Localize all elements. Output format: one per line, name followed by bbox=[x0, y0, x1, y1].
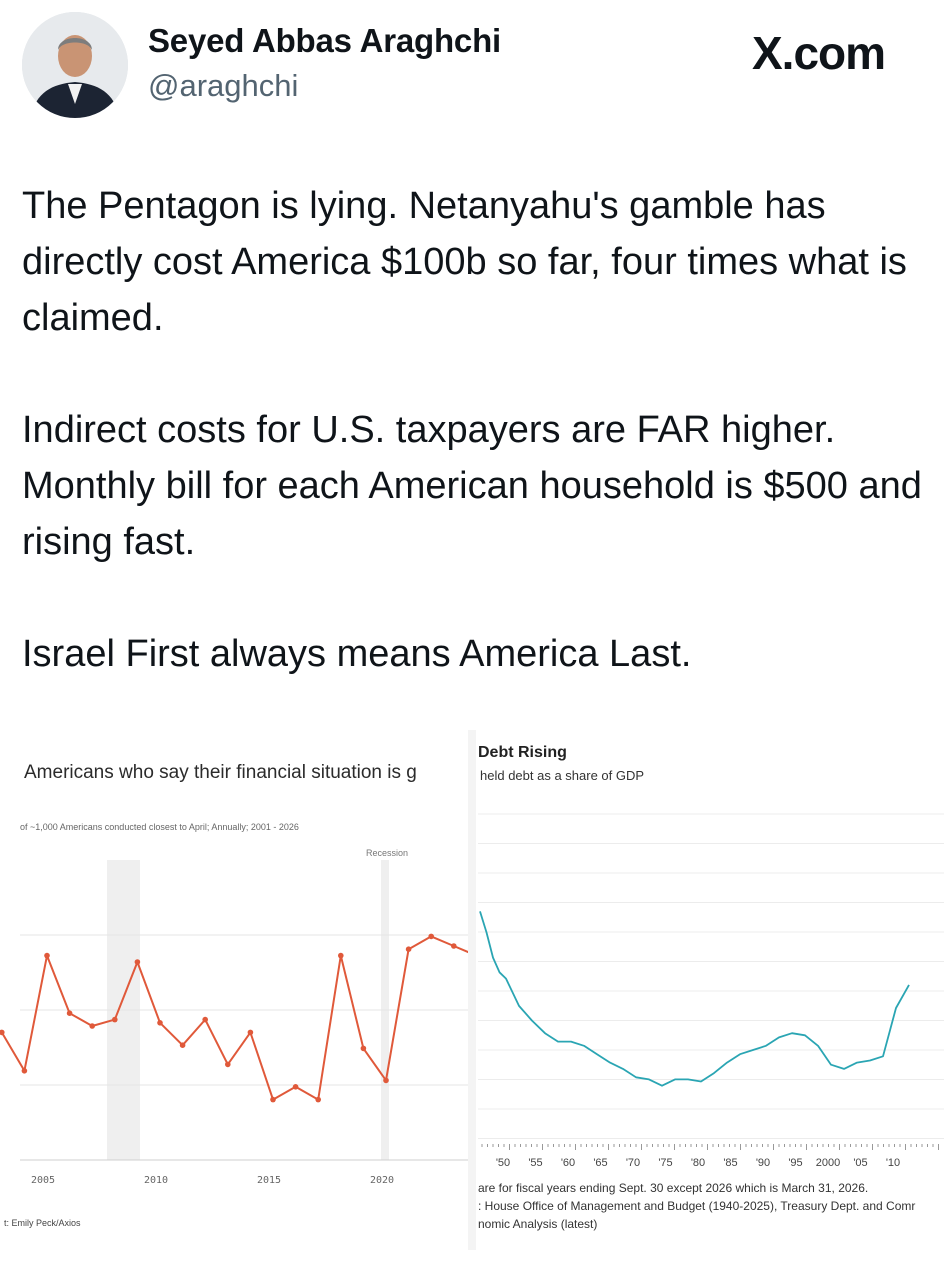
x-tick-label: '55 bbox=[528, 1157, 542, 1169]
x-logo: X.com bbox=[752, 27, 886, 79]
chart-divider bbox=[468, 730, 476, 1250]
tweet-text: The Pentagon is lying. Netanyahu's gambl… bbox=[22, 178, 927, 682]
x-tick-label: 2015 bbox=[257, 1175, 281, 1186]
chart-subtitle: of ~1,000 Americans conducted closest to… bbox=[20, 822, 299, 832]
display-name[interactable]: Seyed Abbas Araghchi bbox=[148, 22, 501, 59]
x-tick-label: '60 bbox=[561, 1157, 575, 1169]
data-point bbox=[202, 1016, 208, 1023]
x-tick-label: '75 bbox=[658, 1157, 672, 1169]
debt-rising-plot: '50 '55 '60 '65 '70 '75 '80 '85 '90 '95 2000 '05 '10 bbox=[478, 813, 944, 1169]
data-point bbox=[405, 946, 412, 952]
chart-source: t: Emily Peck/Axios bbox=[4, 1218, 81, 1228]
data-point bbox=[89, 1023, 95, 1029]
x-tick-label: '70 bbox=[626, 1157, 640, 1169]
data-point bbox=[66, 1010, 73, 1016]
financial-situation-plot: Recession 2005 2010 2015 2020 bbox=[0, 848, 470, 1186]
x-tick-label: '50 bbox=[496, 1157, 510, 1169]
x-tick-label: 2020 bbox=[370, 1175, 394, 1186]
data-point bbox=[225, 1061, 231, 1068]
data-point bbox=[292, 1084, 299, 1090]
x-tick-label: 2005 bbox=[31, 1175, 55, 1186]
chart-subtitle: held debt as a share of GDP bbox=[480, 768, 645, 783]
tweet-paragraph: The Pentagon is lying. Netanyahu's gambl… bbox=[22, 185, 907, 339]
chart-footnote: nomic Analysis (latest) bbox=[478, 1217, 598, 1231]
x-tick-label: '80 bbox=[691, 1157, 705, 1169]
data-point bbox=[44, 952, 50, 959]
series-line bbox=[479, 911, 910, 1087]
data-point bbox=[428, 933, 435, 940]
user-handle[interactable]: @araghchi bbox=[148, 68, 299, 103]
tweet-paragraph: Israel First always means America Last. bbox=[22, 633, 692, 675]
data-point bbox=[451, 943, 457, 949]
avatar[interactable] bbox=[22, 12, 128, 118]
chart-footnote: are for fiscal years ending Sept. 30 exc… bbox=[478, 1181, 869, 1195]
series-line bbox=[0, 935, 470, 1101]
data-point bbox=[247, 1029, 254, 1036]
x-tick-label: '05 bbox=[853, 1157, 867, 1169]
x-tick-label: '90 bbox=[756, 1157, 770, 1169]
debt-rising-chart[interactable]: '50 '55 '60 '65 '70 '75 '80 '85 '90 '95 2000 '05 '10… bbox=[472, 730, 944, 1250]
chart-title: Americans who say their financial situat… bbox=[24, 762, 417, 783]
x-tick-label: 2000 bbox=[816, 1157, 840, 1169]
x-tick-label: '95 bbox=[788, 1157, 802, 1169]
x-tick-label: '10 bbox=[886, 1157, 900, 1169]
data-point bbox=[21, 1068, 28, 1074]
data-point bbox=[338, 952, 344, 959]
data-point bbox=[157, 1020, 163, 1026]
data-point bbox=[315, 1096, 322, 1103]
avatar-image bbox=[22, 12, 128, 118]
x-tick-label: '85 bbox=[723, 1157, 737, 1169]
recession-label: Recession bbox=[366, 848, 408, 858]
data-point bbox=[383, 1077, 389, 1084]
x-tick-label: '65 bbox=[593, 1157, 607, 1169]
data-point bbox=[270, 1096, 276, 1103]
tweet-paragraph: Indirect costs for U.S. taxpayers are FA… bbox=[22, 409, 922, 563]
data-point bbox=[179, 1042, 186, 1048]
data-point bbox=[0, 1029, 5, 1036]
financial-situation-chart[interactable]: Recession 2005 2010 2015 2020 Americans who … bbox=[0, 730, 470, 1250]
data-point bbox=[112, 1016, 118, 1023]
data-point bbox=[134, 959, 141, 965]
x-tick-label: 2010 bbox=[144, 1175, 168, 1186]
chart-footnote: : House Office of Management and Budget … bbox=[478, 1199, 916, 1213]
data-point bbox=[360, 1045, 367, 1052]
chart-title: Debt Rising bbox=[478, 744, 567, 761]
